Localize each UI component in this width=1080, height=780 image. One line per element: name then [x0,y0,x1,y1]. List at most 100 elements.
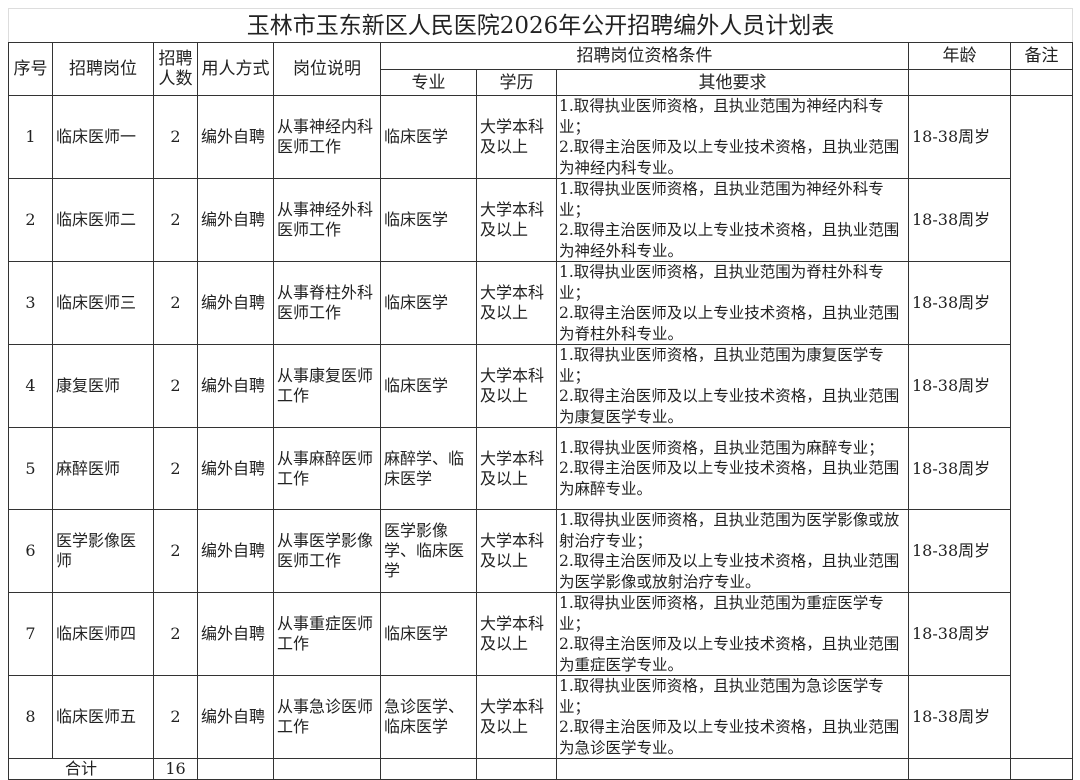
empty-cell [476,758,557,780]
row-method: 编外自聘 [197,675,274,759]
requirement-2: 2.取得主治医师及以上专业技术资格，且执业范围为康复医学专业。 [559,387,900,426]
row-other-requirements: 1.取得执业医师资格，且执业范围为麻醉专业； 2.取得主治医师及以上专业技术资格，… [556,427,909,510]
total-count: 16 [153,758,198,780]
row-description: 从事急诊医师工作 [273,675,381,759]
table-row: 4 康复医师 2 编外自聘 从事康复医师工作 临床医学 大学本科及以上 1.取得执业医师资格，… [8,344,1073,428]
requirement-2: 2.取得主治医师及以上专业技术资格，且执业范围为重症医学专业。 [559,635,900,674]
row-method: 编外自聘 [197,427,274,510]
row-position: 临床医师五 [52,675,154,759]
empty-cell [273,758,381,780]
row-method: 编外自聘 [197,95,274,179]
header-age-blank [908,69,1011,96]
row-description: 从事医学影像医师工作 [273,509,381,593]
header-note: 备注 [1009,42,1074,70]
row-no: 1 [8,95,53,179]
row-no: 5 [8,427,53,510]
row-description: 从事脊柱外科医师工作 [273,261,381,345]
row-major: 医学影像学、临床医学 [380,509,477,593]
row-description: 从事麻醉医师工作 [273,427,381,510]
row-position: 临床医师一 [52,95,154,179]
row-other-requirements: 1.取得执业医师资格，且执业范围为康复医学专业； 2.取得主治医师及以上专业技术资… [556,344,909,428]
row-other-requirements: 1.取得执业医师资格，且执业范围为神经内科专业； 2.取得主治医师及以上专业技术资… [556,95,909,179]
requirement-2: 2.取得主治医师及以上专业技术资格，且执业范围为脊柱外科专业。 [559,304,900,343]
row-method: 编外自聘 [197,178,274,262]
row-position: 临床医师四 [52,592,154,676]
row-no: 2 [8,178,53,262]
row-major: 急诊医学、临床医学 [380,675,477,759]
empty-cell [556,758,909,780]
empty-cell [380,758,477,780]
header-method: 用人方式 [197,42,274,96]
requirement-1: 1.取得执业医师资格，且执业范围为麻醉专业； [559,438,884,457]
requirement-2: 2.取得主治医师及以上专业技术资格，且执业范围为急诊医学专业。 [559,718,900,757]
row-position: 临床医师三 [52,261,154,345]
header-note-blank [1009,69,1074,96]
table-row: 8 临床医师五 2 编外自聘 从事急诊医师工作 急诊医学、临床医学 大学本科及以上 1.取得执… [8,675,1073,759]
row-age: 18-38周岁 [908,509,1011,593]
header-major: 专业 [380,69,477,96]
header-other: 其他要求 [556,69,909,96]
row-count: 2 [153,344,198,428]
row-count: 2 [153,261,198,345]
row-age: 18-38周岁 [908,178,1011,262]
row-major: 麻醉学、临床医学 [380,427,477,510]
page-title: 玉林市玉东新区人民医院2026年公开招聘编外人员计划表 [7,8,1074,43]
row-no: 8 [8,675,53,759]
row-education: 大学本科及以上 [476,261,557,345]
row-education: 大学本科及以上 [476,95,557,179]
requirement-2: 2.取得主治医师及以上专业技术资格，且执业范围为神经外科专业。 [559,221,900,260]
row-no: 7 [8,592,53,676]
row-method: 编外自聘 [197,344,274,428]
header-count: 招聘人数 [153,42,198,96]
row-age: 18-38周岁 [908,261,1011,345]
row-education: 大学本科及以上 [476,675,557,759]
row-no: 6 [8,509,53,593]
row-description: 从事神经内科医师工作 [273,95,381,179]
header-age: 年龄 [908,42,1011,70]
row-no: 3 [8,261,53,345]
empty-cell [908,758,1011,780]
requirement-1: 1.取得执业医师资格，且执业范围为神经外科专业； [559,180,884,219]
requirement-1: 1.取得执业医师资格，且执业范围为急诊医学专业； [559,677,884,716]
row-no: 4 [8,344,53,428]
row-description: 从事重症医师工作 [273,592,381,676]
row-count: 2 [153,427,198,510]
row-age: 18-38周岁 [908,675,1011,759]
header-desc: 岗位说明 [273,42,381,96]
row-major: 临床医学 [380,261,477,345]
row-education: 大学本科及以上 [476,178,557,262]
header-qualifications: 招聘岗位资格条件 [380,42,909,70]
row-other-requirements: 1.取得执业医师资格，且执业范围为神经外科专业； 2.取得主治医师及以上专业技术资… [556,178,909,262]
requirement-1: 1.取得执业医师资格，且执业范围为脊柱外科专业； [559,263,884,302]
table-row: 7 临床医师四 2 编外自聘 从事重症医师工作 临床医学 大学本科及以上 1.取得执业医师资格… [8,592,1073,676]
table-row: 3 临床医师三 2 编外自聘 从事脊柱外科医师工作 临床医学 大学本科及以上 1.取得执业医师… [8,261,1073,345]
table-row: 1 临床医师一 2 编外自聘 从事神经内科医师工作 临床医学 大学本科及以上 1.取得执业医师… [8,95,1074,759]
header-no: 序号 [8,42,53,96]
row-age: 18-38周岁 [908,427,1011,510]
table-row: 6 医学影像医师 2 编外自聘 从事医学影像医师工作 医学影像学、临床医学 大学本科及以上 1… [8,509,1073,593]
row-major: 临床医学 [380,592,477,676]
header-position: 招聘岗位 [52,42,154,96]
header-education: 学历 [476,69,557,96]
row-major: 临床医学 [380,178,477,262]
requirement-1: 1.取得执业医师资格，且执业范围为医学影像或放射治疗专业； [559,511,900,550]
row-age: 18-38周岁 [908,592,1011,676]
row-education: 大学本科及以上 [476,344,557,428]
row-count: 2 [153,509,198,593]
recruitment-plan-document: 玉林市玉东新区人民医院2026年公开招聘编外人员计划表 序号 招聘岗位 招聘人数… [7,8,1074,780]
row-count: 2 [153,178,198,262]
row-description: 从事神经外科医师工作 [273,178,381,262]
row-age: 18-38周岁 [908,95,1011,179]
row-position: 临床医师二 [52,178,154,262]
row-other-requirements: 1.取得执业医师资格，且执业范围为重症医学专业； 2.取得主治医师及以上专业技术资… [556,592,909,676]
requirement-2: 2.取得主治医师及以上专业技术资格，且执业范围为麻醉专业。 [559,459,900,498]
row-other-requirements: 1.取得执业医师资格，且执业范围为脊柱外科专业； 2.取得主治医师及以上专业技术资… [556,261,909,345]
total-label: 合计 [8,758,154,780]
row-count: 2 [153,675,198,759]
row-position: 医学影像医师 [52,509,154,593]
requirement-1: 1.取得执业医师资格，且执业范围为康复医学专业； [559,346,884,385]
row-method: 编外自聘 [197,592,274,676]
row-position: 麻醉医师 [52,427,154,510]
table-row: 2 临床医师二 2 编外自聘 从事神经外科医师工作 临床医学 大学本科及以上 1.取得执业医师… [8,178,1073,262]
empty-cell [197,758,274,780]
